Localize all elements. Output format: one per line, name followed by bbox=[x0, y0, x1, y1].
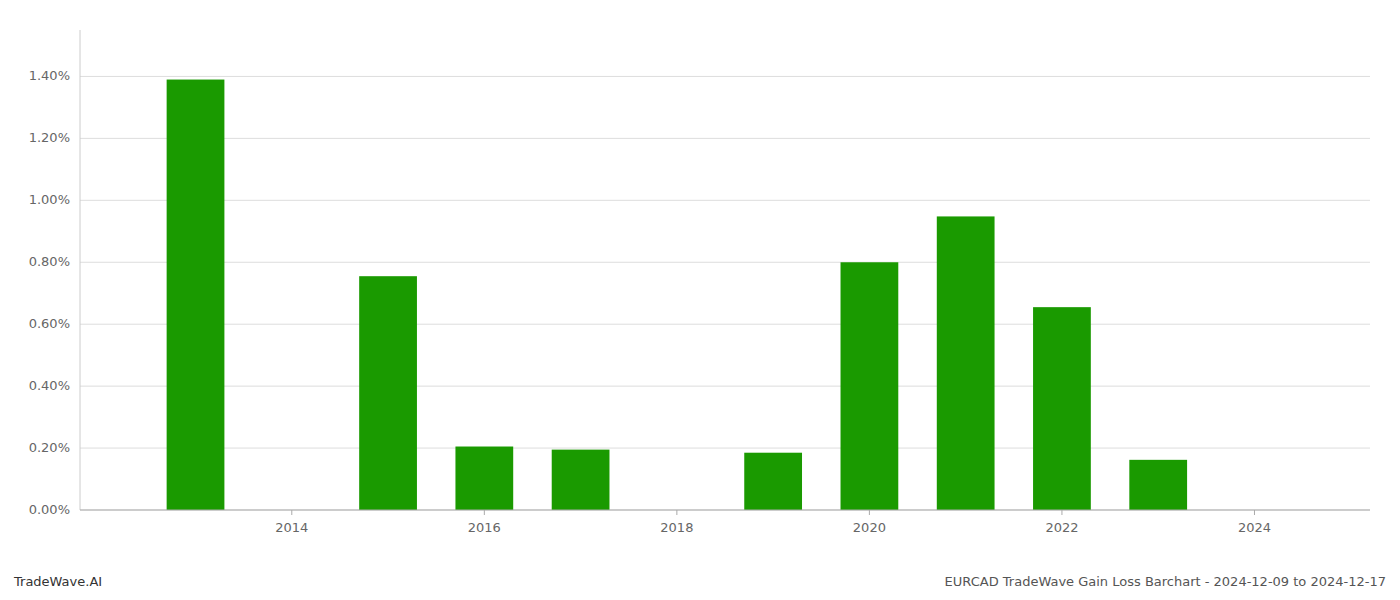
grid-line bbox=[80, 262, 1370, 263]
x-axis-line bbox=[80, 510, 1370, 511]
background bbox=[0, 0, 1400, 600]
x-axis: 2014 2016 2018 2020 2022 2024 bbox=[80, 510, 1370, 535]
x-tick bbox=[1254, 510, 1255, 515]
grid-line bbox=[80, 324, 1370, 325]
y-tick-label: 0.20% bbox=[29, 440, 70, 455]
bar bbox=[359, 276, 417, 510]
y-tick-label: 0.80% bbox=[29, 254, 70, 269]
x-tick-label: 2014 bbox=[275, 520, 308, 535]
bar bbox=[841, 262, 899, 510]
x-tick bbox=[484, 510, 485, 515]
y-axis: 0.00% 0.20% 0.40% 0.60% 0.80% 1.00% 1.20% 1.40% bbox=[29, 30, 80, 517]
bar bbox=[167, 80, 225, 510]
y-tick-label: 0.60% bbox=[29, 316, 70, 331]
x-tick bbox=[869, 510, 870, 515]
bar bbox=[744, 453, 802, 510]
grid-line bbox=[80, 448, 1370, 449]
y-tick-label: 1.20% bbox=[29, 130, 70, 145]
bar bbox=[937, 216, 995, 510]
bars bbox=[167, 80, 1187, 510]
y-tick-label: 1.00% bbox=[29, 192, 70, 207]
grid-line bbox=[80, 138, 1370, 139]
x-tick bbox=[291, 510, 292, 515]
grid-line bbox=[80, 76, 1370, 77]
grid-line bbox=[80, 386, 1370, 387]
grid-line bbox=[80, 200, 1370, 201]
y-tick-label: 0.00% bbox=[29, 502, 70, 517]
y-grid bbox=[80, 76, 1370, 510]
bar bbox=[552, 450, 610, 510]
x-tick-label: 2016 bbox=[468, 520, 501, 535]
footer-right: EURCAD TradeWave Gain Loss Barchart - 20… bbox=[945, 574, 1386, 589]
bar bbox=[1033, 307, 1091, 510]
chart-container: 0.00% 0.20% 0.40% 0.60% 0.80% 1.00% 1.20% 1.40%… bbox=[0, 0, 1400, 600]
y-axis-line bbox=[80, 30, 81, 510]
x-tick bbox=[676, 510, 677, 515]
x-tick-label: 2022 bbox=[1045, 520, 1078, 535]
y-tick-label: 1.40% bbox=[29, 68, 70, 83]
footer-left: TradeWave.AI bbox=[13, 574, 102, 589]
grid-line bbox=[80, 510, 1370, 511]
x-tick-label: 2020 bbox=[853, 520, 886, 535]
chart-svg: 0.00% 0.20% 0.40% 0.60% 0.80% 1.00% 1.20% 1.40%… bbox=[0, 0, 1400, 600]
y-tick-label: 0.40% bbox=[29, 378, 70, 393]
x-tick-label: 2024 bbox=[1238, 520, 1271, 535]
bar bbox=[1129, 460, 1187, 510]
bar bbox=[455, 447, 513, 510]
x-tick bbox=[1061, 510, 1062, 515]
x-tick-label: 2018 bbox=[660, 520, 693, 535]
